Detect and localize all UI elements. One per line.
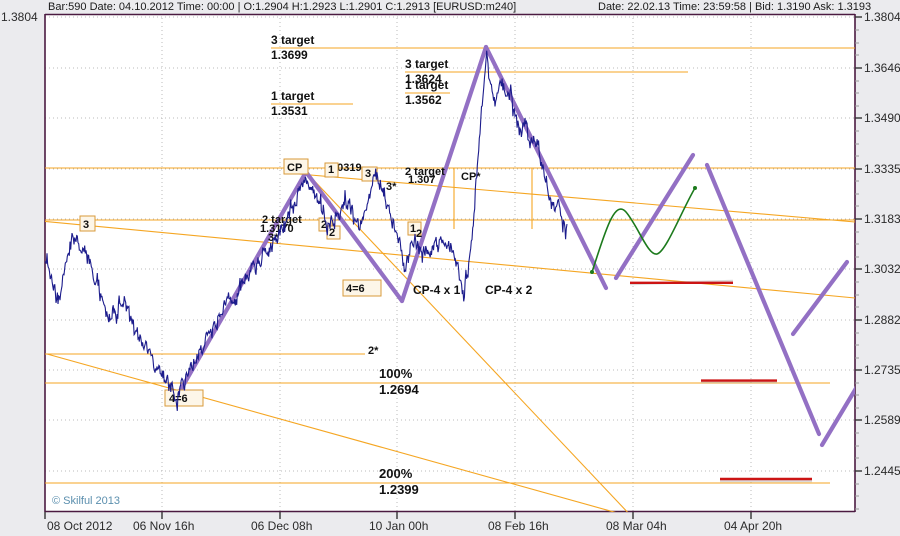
svg-text:08 Oct 2012: 08 Oct 2012 — [47, 519, 113, 533]
svg-text:3: 3 — [83, 219, 89, 231]
svg-text:1.3183: 1.3183 — [864, 212, 900, 226]
svg-text:1.307: 1.307 — [408, 174, 436, 186]
svg-text:3: 3 — [365, 168, 371, 180]
svg-text:2: 2 — [416, 228, 422, 240]
svg-text:08 Feb 16h: 08 Feb 16h — [488, 519, 549, 533]
svg-text:CP: CP — [287, 162, 302, 174]
svg-text:200%: 200% — [379, 466, 413, 481]
svg-text:1 target: 1 target — [271, 89, 314, 103]
svg-text:3*: 3* — [386, 181, 397, 193]
svg-text:1.2882: 1.2882 — [864, 313, 900, 327]
svg-text:04 Apr 20h: 04 Apr 20h — [724, 519, 782, 533]
svg-text:2*: 2* — [368, 345, 379, 357]
svg-text:1.3531: 1.3531 — [271, 104, 308, 118]
svg-text:1.3804: 1.3804 — [1, 10, 38, 24]
svg-text:1: 1 — [328, 164, 334, 176]
svg-text:4=6: 4=6 — [346, 283, 365, 295]
svg-text:06 Nov 16h: 06 Nov 16h — [133, 519, 194, 533]
svg-text:© Skilful 2013: © Skilful 2013 — [52, 495, 120, 507]
svg-text:1.2694: 1.2694 — [379, 382, 420, 397]
svg-text:06 Dec 08h: 06 Dec 08h — [251, 519, 312, 533]
svg-text:3 target: 3 target — [271, 33, 314, 47]
svg-text:CP-4 x 2: CP-4 x 2 — [485, 283, 533, 297]
svg-text:1.3490: 1.3490 — [864, 111, 900, 125]
svg-text:08 Mar 04h: 08 Mar 04h — [606, 519, 667, 533]
svg-text:1.2445: 1.2445 — [864, 464, 900, 478]
svg-text:1.2589: 1.2589 — [864, 413, 900, 427]
svg-text:1.3335: 1.3335 — [864, 162, 900, 176]
svg-text:1.3562: 1.3562 — [405, 93, 442, 107]
svg-text:1.2399: 1.2399 — [379, 482, 419, 497]
svg-text:10 Jan 00h: 10 Jan 00h — [369, 519, 428, 533]
svg-text:100%: 100% — [379, 366, 413, 381]
svg-text:1.2735: 1.2735 — [864, 363, 900, 377]
svg-text:3 target: 3 target — [405, 57, 448, 71]
svg-text:1.3032: 1.3032 — [864, 262, 900, 276]
svg-text:1 target: 1 target — [405, 78, 448, 92]
svg-text:CP-4 x 1: CP-4 x 1 — [413, 283, 461, 297]
svg-text:1.3646: 1.3646 — [864, 61, 900, 75]
svg-text:CP*: CP* — [461, 171, 481, 183]
svg-text:1.3699: 1.3699 — [271, 48, 308, 62]
